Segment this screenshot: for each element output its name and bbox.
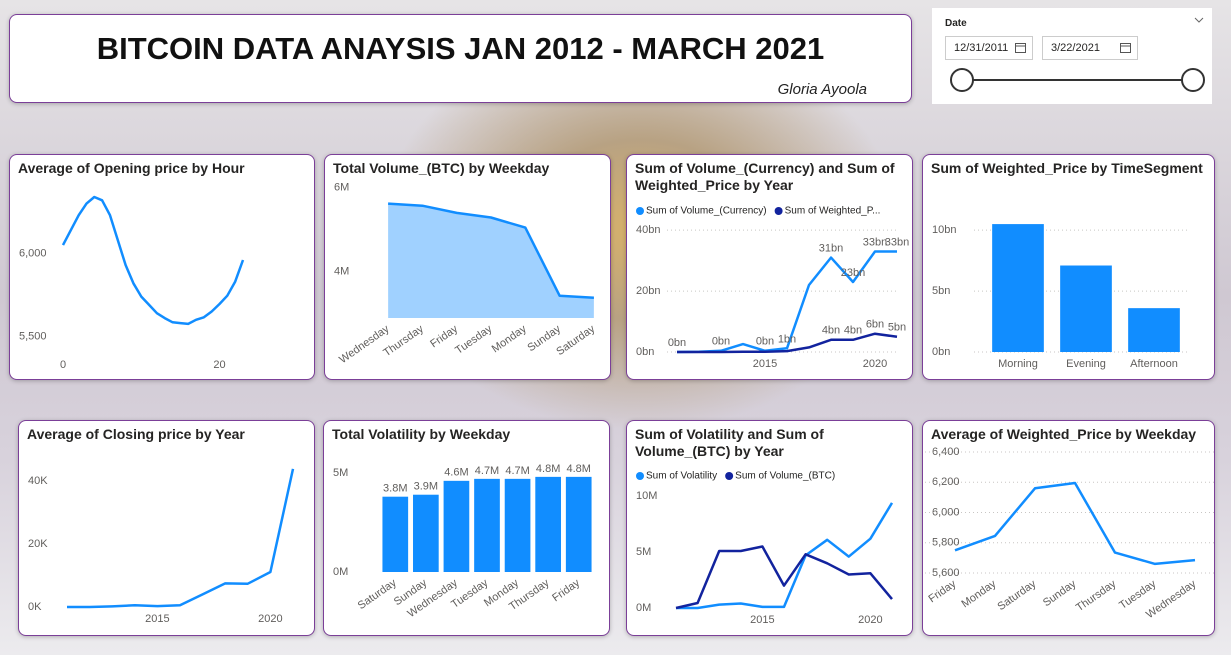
chart-title: Average of Opening price by Hour bbox=[18, 160, 245, 176]
end-date-text: 3/22/2021 bbox=[1051, 42, 1100, 54]
start-date-text: 12/31/2011 bbox=[954, 42, 1009, 54]
chart-title: Total Volatility by Weekday bbox=[332, 426, 511, 442]
chart-panel: Average of Weighted_Price by Weekday bbox=[922, 420, 1215, 636]
chart-title: Sum of Weighted_Price by TimeSegment bbox=[931, 160, 1203, 176]
chart-title: Average of Closing price by Year bbox=[27, 426, 245, 442]
author: Gloria Ayoola bbox=[777, 81, 867, 98]
chart-title: Sum of Volatility and Sum of Volume_(BTC… bbox=[635, 426, 824, 459]
chart-title: Sum of Volume_(Currency) and Sum of Weig… bbox=[635, 160, 895, 193]
calendar-icon bbox=[1120, 43, 1131, 53]
chart-title: Average of Weighted_Price by Weekday bbox=[931, 426, 1197, 442]
chart-panel: Sum of Weighted_Price by TimeSegment bbox=[922, 154, 1215, 380]
dashboard-title: BITCOIN DATA ANAYSIS JAN 2012 - MARCH 20… bbox=[96, 31, 825, 66]
chart-panel: Sum of Volatility and Sum of Volume_(BTC… bbox=[626, 420, 913, 636]
chart-panel: Total Volatility by Weekday bbox=[323, 420, 610, 636]
slider-handle[interactable] bbox=[1181, 68, 1205, 92]
slicer-label: Date bbox=[945, 18, 967, 29]
chart-title: Total Volume_(BTC) by Weekday bbox=[333, 160, 550, 176]
header-box: BITCOIN DATA ANAYSIS JAN 2012 - MARCH 20… bbox=[9, 14, 912, 103]
start-date[interactable]: 12/31/2011 bbox=[945, 36, 1033, 60]
chart-panel: Average of Opening price by Hour bbox=[9, 154, 315, 380]
range-slider[interactable] bbox=[932, 66, 1212, 96]
date-slicer[interactable]: Date 12/31/2011 3/22/2021 bbox=[932, 8, 1212, 104]
end-date[interactable]: 3/22/2021 bbox=[1042, 36, 1138, 60]
chart-panel: Total Volume_(BTC) by Weekday bbox=[324, 154, 611, 380]
chevron[interactable] bbox=[1194, 16, 1204, 24]
slider-handle[interactable] bbox=[950, 68, 974, 92]
chart-panel: Average of Closing price by Year bbox=[18, 420, 315, 636]
chart-panel: Sum of Volume_(Currency) and Sum of Weig… bbox=[626, 154, 913, 380]
calendar-icon bbox=[1015, 43, 1026, 53]
